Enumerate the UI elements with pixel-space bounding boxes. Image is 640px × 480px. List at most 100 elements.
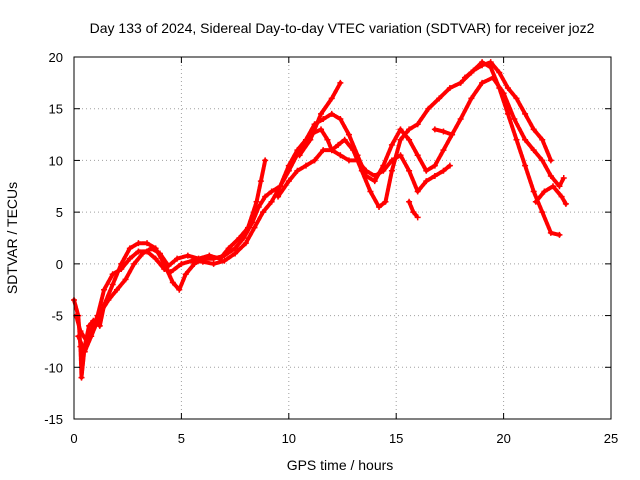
data-point <box>318 126 325 133</box>
x-tick-label: 10 <box>282 431 296 446</box>
data-point <box>380 167 387 174</box>
data-point <box>425 105 432 112</box>
data-point <box>262 193 269 200</box>
data-point <box>98 307 105 314</box>
data-point <box>285 162 292 169</box>
data-point <box>113 286 120 293</box>
data-point <box>262 157 269 164</box>
data-point <box>371 172 378 179</box>
data-point <box>487 59 494 66</box>
data-point <box>122 276 129 283</box>
data-point <box>101 286 108 293</box>
data-point <box>244 224 251 231</box>
data-point <box>296 152 303 159</box>
data-point <box>337 116 344 123</box>
x-tick-label: 25 <box>604 431 618 446</box>
data-point <box>367 188 374 195</box>
data-point <box>440 147 447 154</box>
data-point <box>406 126 413 133</box>
data-point <box>479 79 486 86</box>
data-point <box>318 110 325 117</box>
data-point <box>539 209 546 216</box>
data-point <box>285 178 292 185</box>
data-point <box>225 245 232 252</box>
data-point <box>337 152 344 159</box>
data-point <box>371 178 378 185</box>
data-point <box>109 281 116 288</box>
data-point <box>260 209 267 216</box>
data-point <box>77 328 84 335</box>
data-point <box>161 266 168 273</box>
data-point <box>328 147 335 154</box>
data-point <box>500 90 507 97</box>
data-point <box>440 167 447 174</box>
data-point <box>341 136 348 143</box>
x-tick-label: 5 <box>178 431 185 446</box>
data-point <box>232 245 239 252</box>
y-tick-label: 0 <box>56 257 63 272</box>
data-point <box>457 116 464 123</box>
data-point <box>446 85 453 92</box>
data-point <box>423 178 430 185</box>
data-point <box>511 116 518 123</box>
data-point <box>431 126 438 133</box>
data-point <box>165 262 172 269</box>
data-point <box>522 136 529 143</box>
data-point <box>139 250 146 257</box>
data-point <box>363 167 370 174</box>
data-point <box>414 214 421 221</box>
data-point <box>169 279 176 286</box>
data-point <box>105 297 112 304</box>
data-point <box>257 178 264 185</box>
data-point <box>210 260 217 267</box>
y-tick-label: -10 <box>44 360 63 375</box>
data-point <box>547 172 554 179</box>
data-point <box>513 95 520 102</box>
data-point <box>236 235 243 241</box>
data-point <box>335 141 342 148</box>
data-point <box>294 147 301 154</box>
data-point <box>539 136 546 143</box>
data-point <box>88 333 95 340</box>
data-point <box>440 128 447 135</box>
data-point <box>345 131 352 138</box>
data-point <box>78 374 85 381</box>
data-point <box>302 162 309 169</box>
data-point <box>541 188 548 195</box>
data-point <box>556 231 563 238</box>
data-point <box>457 79 464 86</box>
data-point <box>174 255 181 262</box>
data-point <box>376 203 383 210</box>
data-point <box>92 322 99 329</box>
data-point <box>558 193 565 200</box>
data-point <box>345 157 352 164</box>
data-point <box>449 131 456 138</box>
data-point <box>81 348 88 355</box>
x-tick-label: 15 <box>389 431 403 446</box>
data-point <box>126 255 133 262</box>
data-point <box>423 167 430 174</box>
data-point <box>504 110 511 117</box>
x-axis-label: GPS time / hours <box>287 457 394 473</box>
data-point <box>414 188 421 195</box>
y-tick-label: 20 <box>49 50 63 65</box>
data-point <box>388 141 395 148</box>
chart-title: Day 133 of 2024, Sidereal Day-to-day VTE… <box>90 20 595 36</box>
data-point <box>178 260 185 267</box>
data-point <box>126 245 133 252</box>
data-point <box>354 157 361 164</box>
data-point <box>547 229 554 236</box>
data-point <box>268 198 275 205</box>
data-point <box>397 126 404 133</box>
data-point <box>328 95 335 102</box>
data-point <box>221 257 228 264</box>
data-point <box>109 271 116 278</box>
data-point <box>470 67 477 74</box>
data-point <box>489 74 496 81</box>
data-point <box>530 188 537 195</box>
data-point <box>275 193 282 200</box>
data-point <box>562 200 569 207</box>
data-point <box>184 252 191 259</box>
data-point <box>144 240 151 247</box>
data-point <box>232 250 239 257</box>
